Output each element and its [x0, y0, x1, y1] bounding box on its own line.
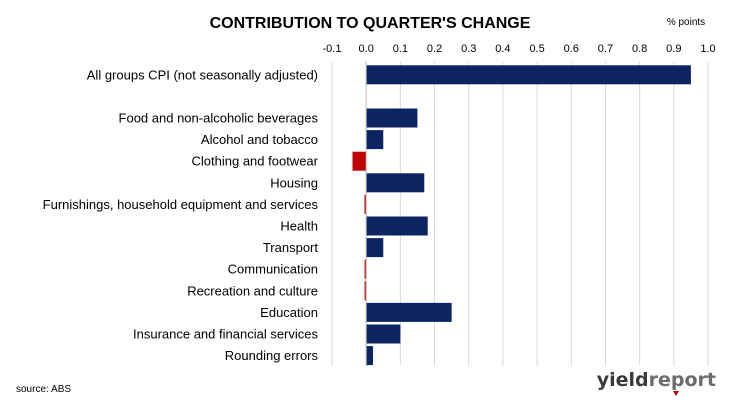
x-tick-label: 0.3: [461, 43, 476, 55]
category-label: Education: [260, 305, 318, 320]
category-label: Food and non-alcoholic beverages: [119, 111, 319, 126]
category-label: Rounding errors: [225, 348, 319, 363]
category-label: Furnishings, household equipment and ser…: [43, 197, 319, 212]
x-tick-label: 0.4: [495, 43, 510, 55]
logo-accent-mark: [673, 391, 679, 396]
category-label: Housing: [270, 175, 318, 190]
x-tick-label: 0.8: [632, 43, 647, 55]
bar: [366, 302, 452, 322]
x-tick-label: -0.1: [323, 43, 342, 55]
bar: [366, 216, 428, 236]
x-tick-label: 0.5: [529, 43, 544, 55]
x-tick-label: 0.6: [564, 43, 579, 55]
x-tick-label: 0.7: [598, 43, 613, 55]
category-label: Health: [280, 219, 318, 234]
x-axis-ticks: -0.1 0.0 0.1 0.2 0.3 0.4 0.5 0.6 0.7 0.8 0.9 1.0: [323, 43, 716, 55]
bar: [352, 151, 367, 171]
bar: [366, 173, 425, 193]
bar: [366, 346, 374, 366]
yieldreport-logo: yieldreport: [597, 369, 716, 396]
bar: [364, 281, 367, 301]
bar: [366, 108, 418, 128]
x-tick-label: 0.9: [666, 43, 681, 55]
category-label: Insurance and financial services: [133, 327, 318, 342]
logo-text-yield: yield: [597, 369, 649, 391]
category-label: Clothing and footwear: [192, 154, 319, 169]
logo-text: yieldreport: [597, 369, 716, 391]
bar: [364, 259, 367, 279]
category-labels: All groups CPI (not seasonally adjusted)…: [43, 67, 319, 363]
bar: [366, 238, 384, 258]
bar: [364, 194, 367, 214]
logo-text-report: report: [649, 369, 716, 391]
x-tick-label: 0.2: [427, 43, 442, 55]
category-label: Alcohol and tobacco: [201, 132, 318, 147]
chart-title: CONTRIBUTION TO QUARTER'S CHANGE: [210, 15, 531, 32]
bar: [366, 65, 691, 85]
bar: [366, 324, 401, 344]
source-note: source: ABS: [16, 384, 71, 395]
x-tick-label: 1.0: [700, 43, 715, 55]
bar: [366, 130, 384, 150]
x-tick-label: 0.1: [393, 43, 408, 55]
category-label: Communication: [228, 262, 318, 277]
category-label: Recreation and culture: [187, 283, 318, 298]
x-tick-label: 0.0: [359, 43, 374, 55]
unit-label: % points: [667, 17, 705, 28]
bars: [352, 65, 691, 366]
category-label: Transport: [263, 240, 319, 255]
category-label: All groups CPI (not seasonally adjusted): [87, 67, 318, 82]
